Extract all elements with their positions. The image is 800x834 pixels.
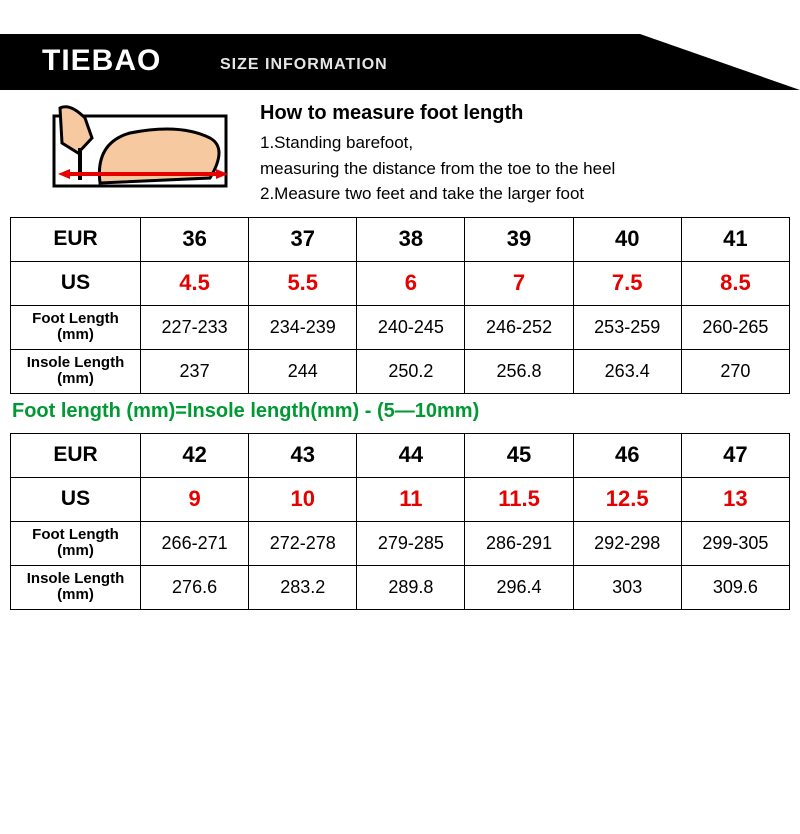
foot-cell: 253-259 (573, 305, 681, 349)
foot-cell: 279-285 (357, 521, 465, 565)
label-foot-text: Foot Length (32, 310, 119, 327)
foot-cell: 299-305 (681, 521, 789, 565)
foot-cell: 286-291 (465, 521, 573, 565)
us-cell: 13 (681, 477, 789, 521)
table-row: US 4.5 5.5 6 7 7.5 8.5 (11, 261, 790, 305)
foot-cell: 227-233 (141, 305, 249, 349)
eur-cell: 45 (465, 433, 573, 477)
label-us: US (11, 477, 141, 521)
label-foot: Foot Length(mm) (11, 521, 141, 565)
howto-title: How to measure foot length (260, 98, 615, 128)
table-row: Foot Length(mm) 227-233 234-239 240-245 … (11, 305, 790, 349)
eur-cell: 43 (249, 433, 357, 477)
insole-cell: 256.8 (465, 349, 573, 393)
table-row: US 9 10 11 11.5 12.5 13 (11, 477, 790, 521)
insole-cell: 296.4 (465, 565, 573, 609)
insole-cell: 276.6 (141, 565, 249, 609)
label-us: US (11, 261, 141, 305)
howto-text: How to measure foot length 1.Standing ba… (240, 98, 615, 207)
insole-cell: 250.2 (357, 349, 465, 393)
eur-cell: 37 (249, 217, 357, 261)
us-cell: 7.5 (573, 261, 681, 305)
table-row: EUR 36 37 38 39 40 41 (11, 217, 790, 261)
insole-cell: 289.8 (357, 565, 465, 609)
label-eur: EUR (11, 433, 141, 477)
eur-cell: 46 (573, 433, 681, 477)
table-row: EUR 42 43 44 45 46 47 (11, 433, 790, 477)
label-insole-text: Insole Length (27, 354, 125, 371)
us-cell: 7 (465, 261, 573, 305)
insole-cell: 303 (573, 565, 681, 609)
us-cell: 11.5 (465, 477, 573, 521)
label-eur: EUR (11, 217, 141, 261)
header-subtitle: SIZE INFORMATION (220, 56, 388, 74)
size-table-2: EUR 42 43 44 45 46 47 US 9 10 11 11.5 12… (10, 433, 790, 610)
howto-line-1: 1.Standing barefoot, (260, 130, 615, 156)
foot-cell: 266-271 (141, 521, 249, 565)
eur-cell: 38 (357, 217, 465, 261)
eur-cell: 47 (681, 433, 789, 477)
howto-section: How to measure foot length 1.Standing ba… (0, 90, 800, 213)
eur-cell: 36 (141, 217, 249, 261)
us-cell: 11 (357, 477, 465, 521)
formula-text: Foot length (mm)=Insole length(mm) - (5—… (0, 394, 800, 429)
foot-measure-diagram (40, 98, 240, 198)
foot-cell: 240-245 (357, 305, 465, 349)
us-cell: 5.5 (249, 261, 357, 305)
insole-cell: 263.4 (573, 349, 681, 393)
size-table-1: EUR 36 37 38 39 40 41 US 4.5 5.5 6 7 7.5… (10, 217, 790, 394)
foot-cell: 234-239 (249, 305, 357, 349)
label-mm: (mm) (57, 370, 94, 387)
label-insole: Insole Length(mm) (11, 565, 141, 609)
label-insole: Insole Length(mm) (11, 349, 141, 393)
table-row: Foot Length(mm) 266-271 272-278 279-285 … (11, 521, 790, 565)
insole-cell: 237 (141, 349, 249, 393)
us-cell: 6 (357, 261, 465, 305)
brand-name: TIEBAO (42, 44, 161, 78)
label-foot: Foot Length(mm) (11, 305, 141, 349)
label-mm: (mm) (57, 586, 94, 603)
foot-cell: 292-298 (573, 521, 681, 565)
insole-cell: 270 (681, 349, 789, 393)
insole-cell: 309.6 (681, 565, 789, 609)
eur-cell: 39 (465, 217, 573, 261)
eur-cell: 40 (573, 217, 681, 261)
label-mm: (mm) (57, 326, 94, 343)
insole-cell: 283.2 (249, 565, 357, 609)
eur-cell: 44 (357, 433, 465, 477)
insole-cell: 244 (249, 349, 357, 393)
foot-cell: 260-265 (681, 305, 789, 349)
us-cell: 8.5 (681, 261, 789, 305)
us-cell: 12.5 (573, 477, 681, 521)
howto-line-3: 2.Measure two feet and take the larger f… (260, 181, 615, 207)
table-row: Insole Length(mm) 237 244 250.2 256.8 26… (11, 349, 790, 393)
eur-cell: 41 (681, 217, 789, 261)
us-cell: 10 (249, 477, 357, 521)
header-band: TIEBAO SIZE INFORMATION (0, 34, 800, 90)
foot-measure-icon (40, 98, 240, 198)
eur-cell: 42 (141, 433, 249, 477)
label-insole-text: Insole Length (27, 570, 125, 587)
header-angle-decor (640, 34, 800, 90)
label-foot-text: Foot Length (32, 526, 119, 543)
howto-line-2: measuring the distance from the toe to t… (260, 156, 615, 182)
us-cell: 9 (141, 477, 249, 521)
us-cell: 4.5 (141, 261, 249, 305)
table-row: Insole Length(mm) 276.6 283.2 289.8 296.… (11, 565, 790, 609)
foot-cell: 246-252 (465, 305, 573, 349)
foot-cell: 272-278 (249, 521, 357, 565)
label-mm: (mm) (57, 542, 94, 559)
